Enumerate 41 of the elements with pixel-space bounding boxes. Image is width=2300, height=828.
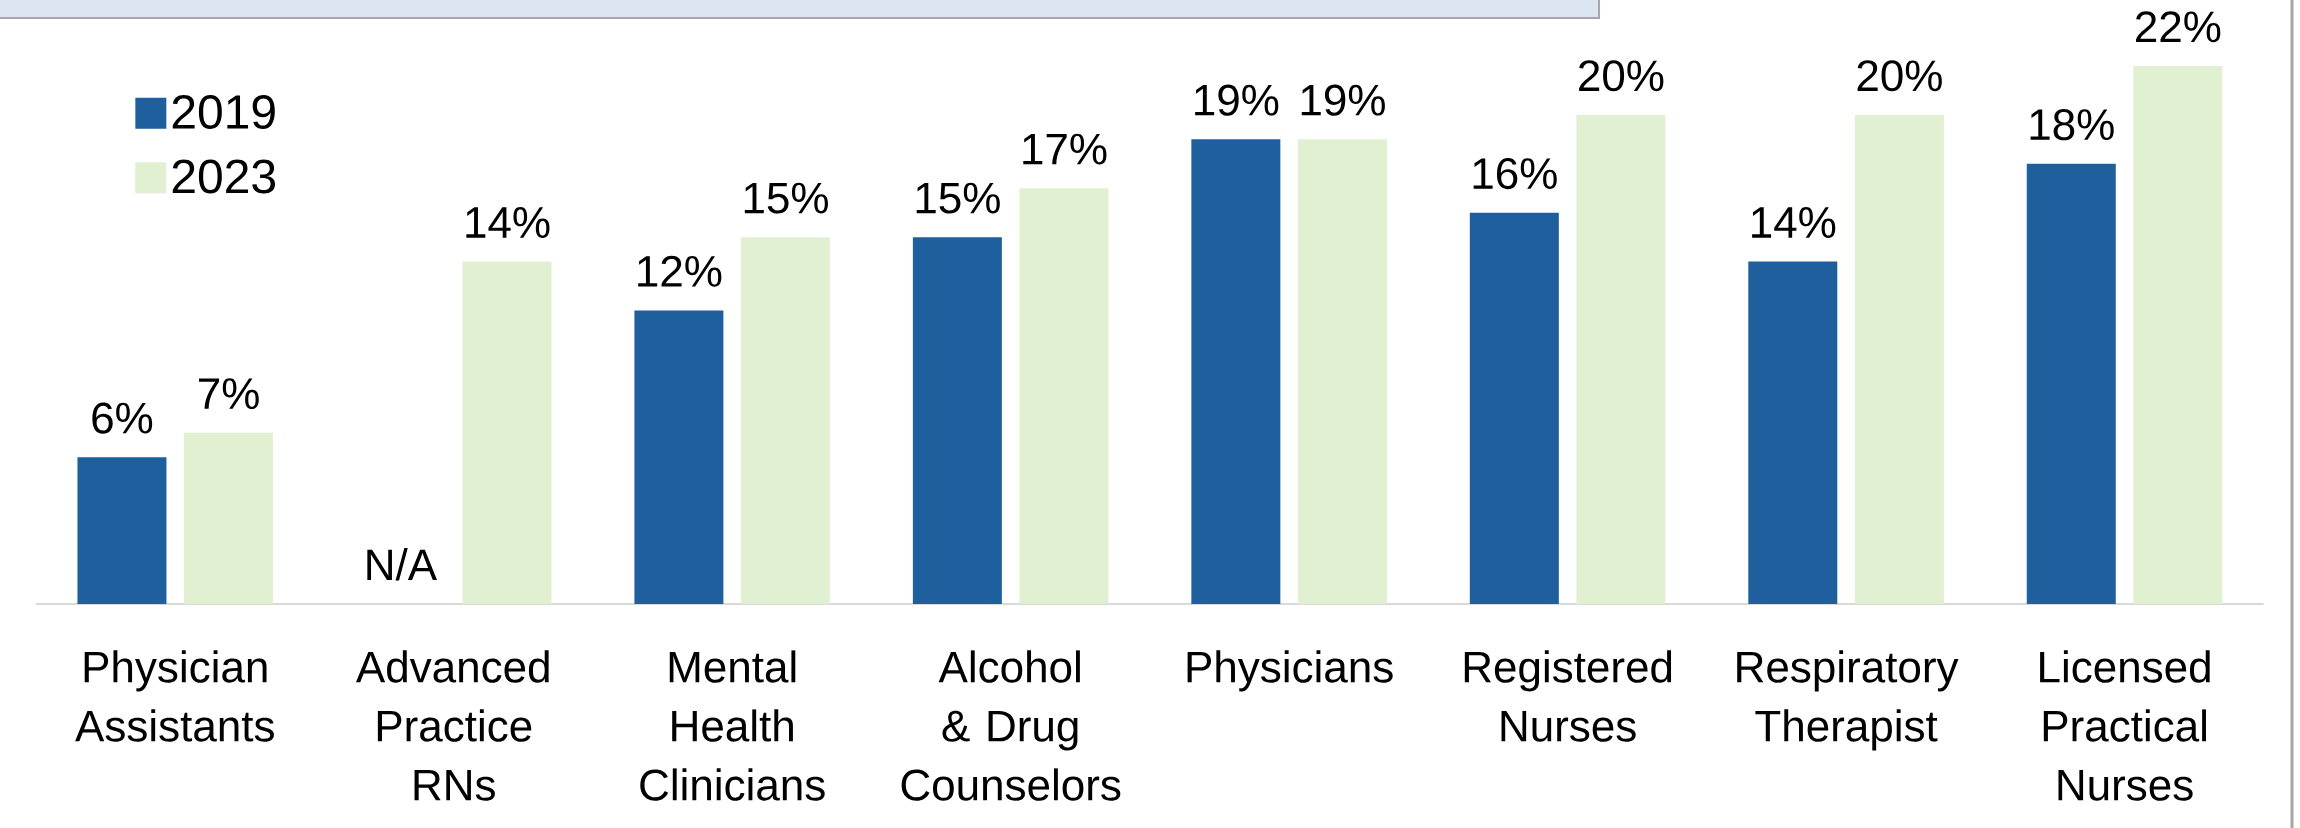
bar xyxy=(2026,163,2116,604)
x-tick-label: Physicians xyxy=(1187,650,1393,692)
bar xyxy=(741,237,830,604)
bar xyxy=(462,261,552,604)
data-label: 19% xyxy=(1301,84,1385,116)
text: N/A xyxy=(367,548,438,581)
data-label: 18% xyxy=(2030,109,2114,141)
data-label: 22% xyxy=(2136,11,2221,43)
legend-label: 2023 xyxy=(172,159,275,194)
data-label: 20% xyxy=(1857,60,1942,92)
data-label: 7% xyxy=(199,378,259,410)
bar xyxy=(1469,212,1559,604)
bar xyxy=(1297,139,1387,604)
data-label: 16% xyxy=(1473,157,1557,190)
x-tick-label: Licensed Practical Nurses xyxy=(2040,650,2210,801)
bar xyxy=(2133,65,2223,604)
legend-label: 2019 xyxy=(172,95,275,129)
data-label: 15% xyxy=(744,182,828,214)
x-tick-label: Advanced Practice RNs xyxy=(355,650,549,801)
bar xyxy=(1854,114,1944,604)
data-label: 17% xyxy=(1023,133,1107,165)
bar xyxy=(1576,114,1666,604)
data-label: 6% xyxy=(92,402,153,434)
bar xyxy=(1191,139,1281,604)
x-tick-label: Mental Health Clinicians xyxy=(640,650,825,801)
data-label: 12% xyxy=(638,255,722,287)
bar xyxy=(1019,188,1109,604)
x-tick-label: Registered Nurses xyxy=(1464,650,1672,742)
x-tick-label: Respiratory Therapist xyxy=(1737,650,1959,751)
data-label: 14% xyxy=(466,207,550,238)
bar xyxy=(1748,261,1838,604)
bar xyxy=(634,310,724,604)
bar xyxy=(184,432,274,604)
data-label: 14% xyxy=(1752,207,1836,238)
bar xyxy=(77,457,167,604)
bar xyxy=(912,237,1002,604)
data-label: 19% xyxy=(1195,84,1279,116)
data-label: 20% xyxy=(1579,60,1664,92)
x-tick-label: Physician Assistants xyxy=(75,650,274,742)
x-tick-label: Alcohol & Drug Counselors xyxy=(901,650,1121,801)
data-label: 15% xyxy=(916,182,1000,214)
